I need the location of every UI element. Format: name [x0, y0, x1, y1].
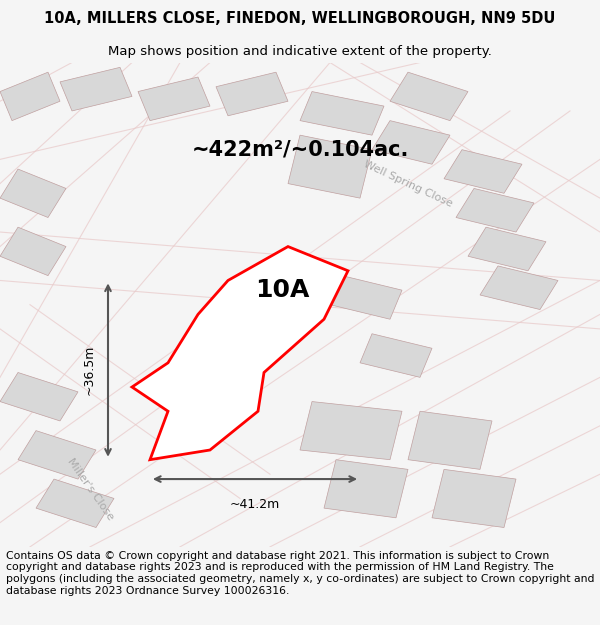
- Polygon shape: [408, 411, 492, 469]
- Polygon shape: [480, 266, 558, 309]
- Polygon shape: [288, 135, 372, 198]
- Polygon shape: [132, 246, 348, 460]
- Polygon shape: [432, 469, 516, 528]
- Polygon shape: [0, 227, 66, 276]
- Polygon shape: [0, 169, 66, 217]
- Text: Contains OS data © Crown copyright and database right 2021. This information is : Contains OS data © Crown copyright and d…: [6, 551, 595, 596]
- Polygon shape: [300, 401, 402, 460]
- Text: ~36.5m: ~36.5m: [83, 345, 96, 395]
- Text: Well Spring Close: Well Spring Close: [362, 159, 454, 209]
- Text: Miller's Close: Miller's Close: [65, 456, 115, 522]
- Polygon shape: [60, 68, 132, 111]
- Polygon shape: [36, 479, 114, 528]
- Polygon shape: [372, 121, 450, 164]
- Polygon shape: [390, 72, 468, 121]
- Text: ~422m²/~0.104ac.: ~422m²/~0.104ac.: [191, 139, 409, 159]
- Polygon shape: [300, 91, 384, 135]
- Polygon shape: [456, 189, 534, 232]
- Polygon shape: [18, 431, 96, 479]
- Polygon shape: [0, 72, 60, 121]
- Polygon shape: [0, 372, 78, 421]
- Polygon shape: [330, 276, 402, 319]
- Text: Map shows position and indicative extent of the property.: Map shows position and indicative extent…: [108, 45, 492, 58]
- Polygon shape: [324, 460, 408, 518]
- Polygon shape: [360, 334, 432, 378]
- Text: ~41.2m: ~41.2m: [230, 499, 280, 511]
- Polygon shape: [468, 227, 546, 271]
- Polygon shape: [216, 72, 288, 116]
- Text: 10A, MILLERS CLOSE, FINEDON, WELLINGBOROUGH, NN9 5DU: 10A, MILLERS CLOSE, FINEDON, WELLINGBORO…: [44, 11, 556, 26]
- Polygon shape: [138, 77, 210, 121]
- Text: 10A: 10A: [255, 278, 309, 302]
- Polygon shape: [444, 149, 522, 193]
